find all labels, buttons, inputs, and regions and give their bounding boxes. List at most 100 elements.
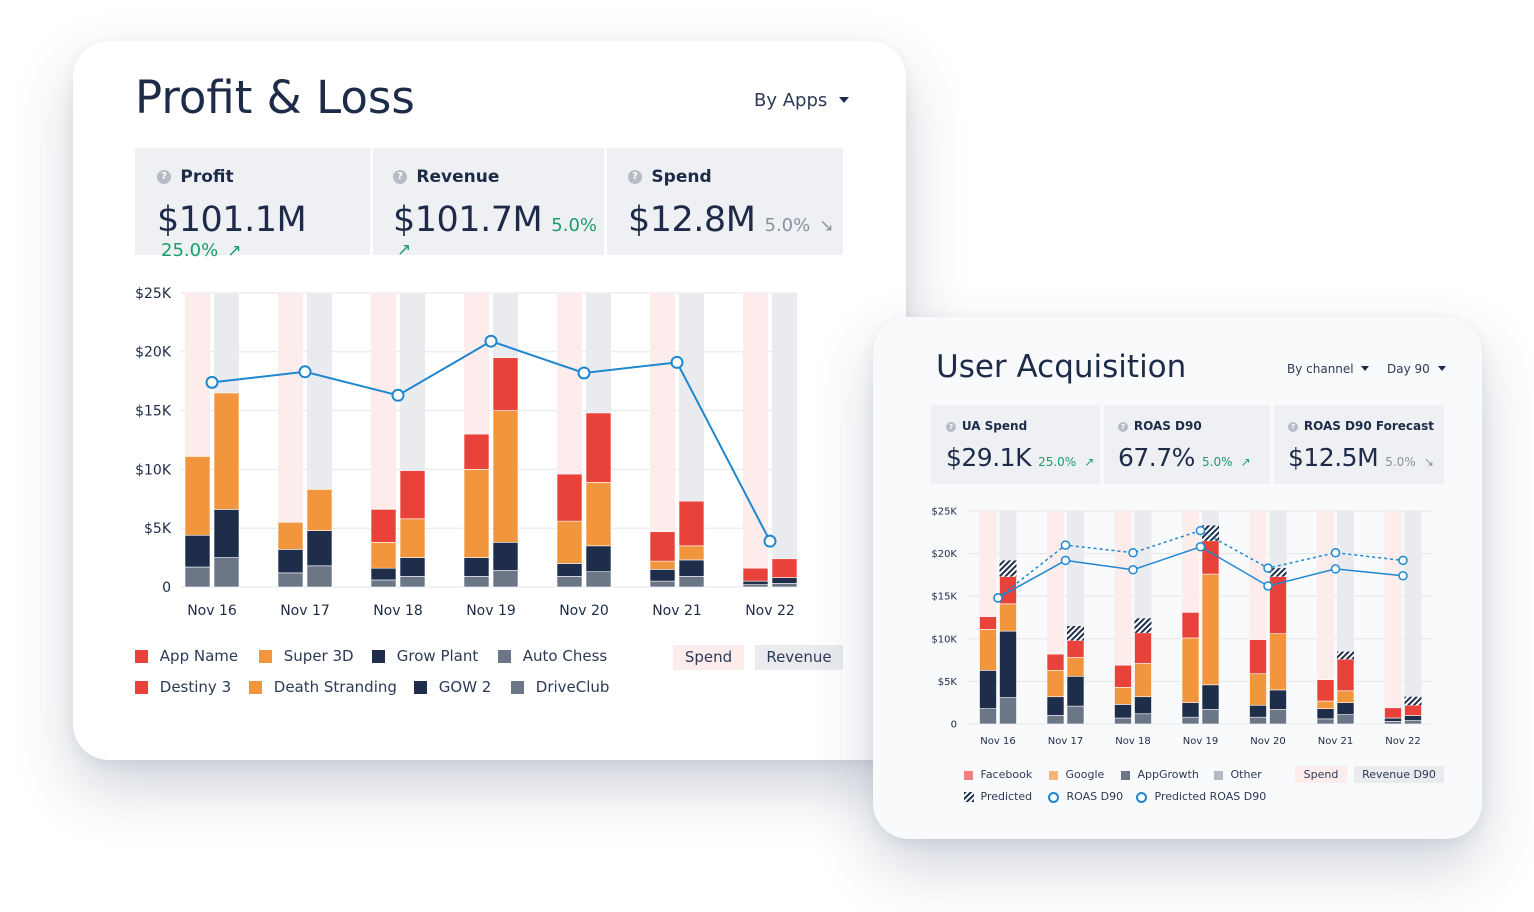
legend-item[interactable]: Death Stranding: [249, 678, 397, 696]
metric-value: $101.1M: [157, 200, 307, 240]
spend-bar-segment: [463, 576, 490, 588]
x-tick-label: Nov 18: [373, 603, 423, 619]
roas-point: [1060, 555, 1071, 566]
spend-bar-segment: [1249, 716, 1267, 725]
legend-item[interactable]: App Name: [135, 647, 238, 665]
predicted-roas-point: [1330, 547, 1341, 558]
spend-bar-segment: [1046, 715, 1065, 725]
help-icon[interactable]: ?: [1288, 421, 1298, 432]
y-tick-label: $5K: [144, 521, 172, 537]
revenue-bar-segment: [213, 557, 240, 588]
spend-bar-segment: [1316, 718, 1335, 725]
revenue-bar-segment: [1269, 633, 1287, 691]
revenue-bar-segment: [306, 489, 333, 531]
spend-bar-segment: [277, 549, 304, 574]
spend-bar-segment: [979, 629, 997, 671]
revenue-bar-segment: [306, 565, 333, 588]
spend-bar-segment: [1316, 679, 1335, 702]
profit-point: [391, 388, 405, 402]
revenue-band: [772, 293, 797, 587]
revenue-bar-segment: [399, 576, 426, 588]
legend-item[interactable]: Google: [1049, 768, 1104, 781]
predicted-bar-segment: [1404, 696, 1422, 706]
spend-bar-segment: [370, 567, 397, 581]
legend-item[interactable]: Predicted ROAS D90: [1136, 790, 1266, 803]
revenue-bar-segment: [1066, 675, 1085, 707]
predicted-bar-segment: [1202, 525, 1219, 541]
legend-label: GOW 2: [438, 678, 492, 696]
legend-item[interactable]: Grow Plant: [372, 647, 478, 665]
spend-bar-segment: [979, 670, 997, 709]
revenue-bar-segment: [1066, 657, 1085, 677]
spend-bar-segment: [1114, 717, 1132, 725]
revenue-bar-segment: [1336, 658, 1355, 692]
metric-label: UA Spend: [961, 419, 1028, 433]
by-apps-dropdown[interactable]: By Apps: [754, 90, 849, 111]
legend-item[interactable]: GOW 2: [414, 678, 491, 696]
revenue-legend-pill[interactable]: Revenue D90: [1354, 766, 1444, 783]
revenue-bar-segment: [1066, 640, 1085, 658]
legend-swatch: [498, 650, 511, 663]
revenue-bar-segment: [771, 558, 798, 578]
revenue-band: [1404, 511, 1422, 724]
spend-bar-segment: [277, 522, 304, 550]
legend-swatch: [249, 681, 262, 694]
metric-label: ROAS D90 Forecast: [1303, 419, 1434, 433]
metric-label: ROAS D90: [1133, 419, 1202, 433]
legend-label: Facebook: [980, 768, 1033, 781]
spend-bar-segment: [649, 569, 676, 582]
legend-label: Google: [1065, 768, 1105, 781]
spend-bar-segment: [1249, 704, 1267, 718]
legend-item[interactable]: Predicted: [964, 790, 1032, 803]
revenue-bar-segment: [1404, 704, 1422, 716]
legend-item[interactable]: Auto Chess: [498, 647, 607, 665]
roas-point: [1263, 581, 1273, 591]
spend-bar-segment: [184, 456, 211, 536]
help-icon[interactable]: ?: [393, 170, 407, 184]
spend-bar-segment: [1046, 653, 1065, 671]
pl-title: Profit & Loss: [135, 71, 415, 124]
legend-item[interactable]: Facebook: [964, 768, 1032, 781]
day-dropdown[interactable]: Day 90: [1387, 362, 1446, 376]
metric-value: 67.7%: [1118, 443, 1195, 472]
metric-label: Revenue: [416, 167, 500, 187]
y-tick-label: $20K: [135, 345, 172, 361]
predicted-roas-point: [1398, 555, 1408, 566]
profit-point: [670, 355, 684, 369]
legend-item[interactable]: AppGrowth: [1121, 768, 1199, 781]
legend-item[interactable]: Other: [1214, 768, 1262, 781]
y-tick-label: $15K: [135, 404, 172, 420]
legend-item[interactable]: Destiny 3: [135, 678, 231, 696]
help-icon[interactable]: ?: [628, 170, 642, 184]
legend-item[interactable]: DriveClub: [511, 678, 609, 696]
metric-label: Spend: [651, 167, 712, 187]
legend-item[interactable]: Super 3D: [259, 647, 354, 665]
roas-point: [993, 593, 1003, 603]
spend-legend-pill[interactable]: Spend: [1295, 766, 1347, 783]
revenue-bar-segment: [678, 576, 705, 588]
metric-change: 5.0%: [764, 215, 811, 236]
help-icon[interactable]: ?: [157, 170, 171, 184]
x-tick-label: Nov 19: [1183, 736, 1218, 747]
revenue-bar-segment: [1336, 702, 1355, 715]
legend-label: DriveClub: [535, 678, 610, 696]
metric-value: $12.5M: [1288, 443, 1379, 472]
metric-value: $101.7M: [393, 200, 543, 240]
revenue-legend-pill[interactable]: Revenue: [755, 645, 843, 670]
metric-value: $29.1K: [946, 443, 1031, 472]
y-tick-label: $10K: [135, 462, 172, 478]
revenue-bar-segment: [1404, 720, 1422, 725]
revenue-bar-segment: [585, 571, 612, 588]
help-icon[interactable]: ?: [1118, 421, 1128, 432]
legend-item[interactable]: ROAS D90: [1048, 790, 1123, 803]
revenue-bar-segment: [1134, 663, 1152, 698]
spend-bar-segment: [979, 616, 997, 630]
by-channel-dropdown[interactable]: By channel: [1287, 362, 1370, 376]
spend-bar-segment: [463, 469, 490, 558]
revenue-bar-segment: [306, 530, 333, 567]
help-icon[interactable]: ?: [946, 421, 956, 432]
profit-point: [763, 534, 777, 548]
spend-bar-segment: [1046, 696, 1065, 716]
spend-legend-pill[interactable]: Spend: [673, 645, 744, 670]
legend-swatch: [964, 770, 973, 780]
